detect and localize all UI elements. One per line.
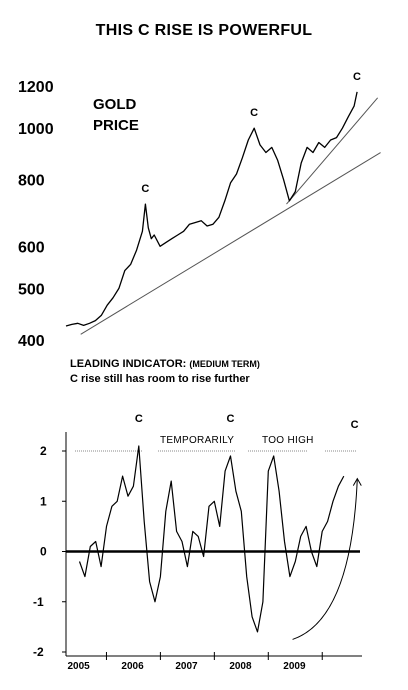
indicator-heading: LEADING INDICATOR: (MEDIUM TERM): [70, 358, 260, 370]
band-text-temporarily: TEMPORARILY: [160, 435, 234, 446]
indicator-xtick-label: 2005: [67, 661, 90, 672]
gold-price-line: [65, 91, 358, 327]
gold-ytick-label: 600: [18, 239, 45, 256]
indicator-note: C rise still has room to rise further: [70, 373, 250, 385]
gold-price-label: GOLD PRICE: [93, 94, 139, 136]
indicator-ytick-label: 2: [40, 444, 47, 458]
indicator-xtick-label: 2007: [175, 661, 198, 672]
indicator-ytick-label: -2: [33, 645, 44, 659]
indicator-xtick-label: 2006: [121, 661, 144, 672]
gold-c-peak-label: C: [250, 107, 258, 119]
gold-trendline: [286, 97, 379, 205]
indicator-ytick-label: 0: [40, 545, 47, 559]
gold-c-peak-label: C: [141, 183, 149, 195]
indicator-term: (MEDIUM TERM): [189, 359, 260, 369]
indicator-c-peak-label: C: [135, 413, 143, 425]
gold-c-peak-label: C: [353, 71, 361, 83]
projection-arrow: [292, 478, 358, 640]
indicator-c-peak-label: C: [351, 419, 359, 431]
indicator-line: [78, 445, 345, 633]
band-text-too-high: TOO HIGH: [262, 435, 314, 446]
gold-label-line2: PRICE: [93, 117, 139, 134]
gold-ytick-label: 400: [18, 333, 45, 350]
indicator-xtick-label: 2008: [229, 661, 252, 672]
chart-title: THIS C RISE IS POWERFUL: [95, 22, 313, 39]
indicator-c-peak-label: C: [227, 413, 235, 425]
indicator-heading-text: LEADING INDICATOR:: [70, 358, 187, 370]
gold-label-line1: GOLD: [93, 96, 137, 113]
gold-trendline: [80, 152, 381, 335]
projection-arrow-head: [352, 477, 362, 486]
gold-ytick-label: 1200: [18, 79, 54, 96]
indicator-ytick-label: 1: [40, 494, 47, 508]
indicator-xtick-label: 2009: [283, 661, 306, 672]
gold-ytick-label: 1000: [18, 121, 54, 138]
gold-ytick-label: 500: [18, 281, 45, 298]
indicator-ytick-label: -1: [33, 595, 44, 609]
gold-ytick-label: 800: [18, 173, 45, 190]
